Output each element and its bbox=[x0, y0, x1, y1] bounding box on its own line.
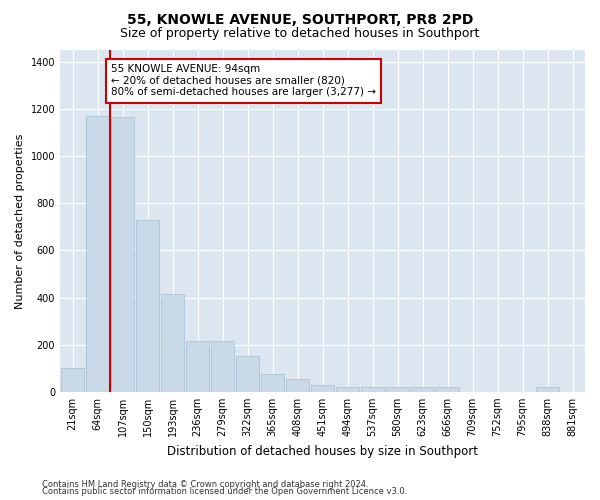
Bar bbox=[311, 384, 334, 392]
Bar bbox=[186, 341, 209, 392]
X-axis label: Distribution of detached houses by size in Southport: Distribution of detached houses by size … bbox=[167, 444, 478, 458]
Bar bbox=[261, 374, 284, 392]
Bar bbox=[286, 379, 309, 392]
Text: 55 KNOWLE AVENUE: 94sqm
← 20% of detached houses are smaller (820)
80% of semi-d: 55 KNOWLE AVENUE: 94sqm ← 20% of detache… bbox=[111, 64, 376, 98]
Bar bbox=[161, 294, 184, 392]
Bar bbox=[436, 387, 459, 392]
Bar bbox=[211, 341, 234, 392]
Text: 55, KNOWLE AVENUE, SOUTHPORT, PR8 2PD: 55, KNOWLE AVENUE, SOUTHPORT, PR8 2PD bbox=[127, 12, 473, 26]
Y-axis label: Number of detached properties: Number of detached properties bbox=[15, 133, 25, 308]
Bar bbox=[86, 116, 109, 392]
Bar bbox=[111, 117, 134, 392]
Text: Contains HM Land Registry data © Crown copyright and database right 2024.: Contains HM Land Registry data © Crown c… bbox=[42, 480, 368, 489]
Bar bbox=[61, 368, 84, 392]
Bar bbox=[361, 387, 384, 392]
Bar bbox=[386, 387, 409, 392]
Bar bbox=[411, 387, 434, 392]
Text: Contains public sector information licensed under the Open Government Licence v3: Contains public sector information licen… bbox=[42, 488, 407, 496]
Bar bbox=[136, 220, 159, 392]
Bar bbox=[336, 387, 359, 392]
Text: Size of property relative to detached houses in Southport: Size of property relative to detached ho… bbox=[121, 28, 479, 40]
Bar bbox=[536, 387, 559, 392]
Bar bbox=[236, 356, 259, 392]
